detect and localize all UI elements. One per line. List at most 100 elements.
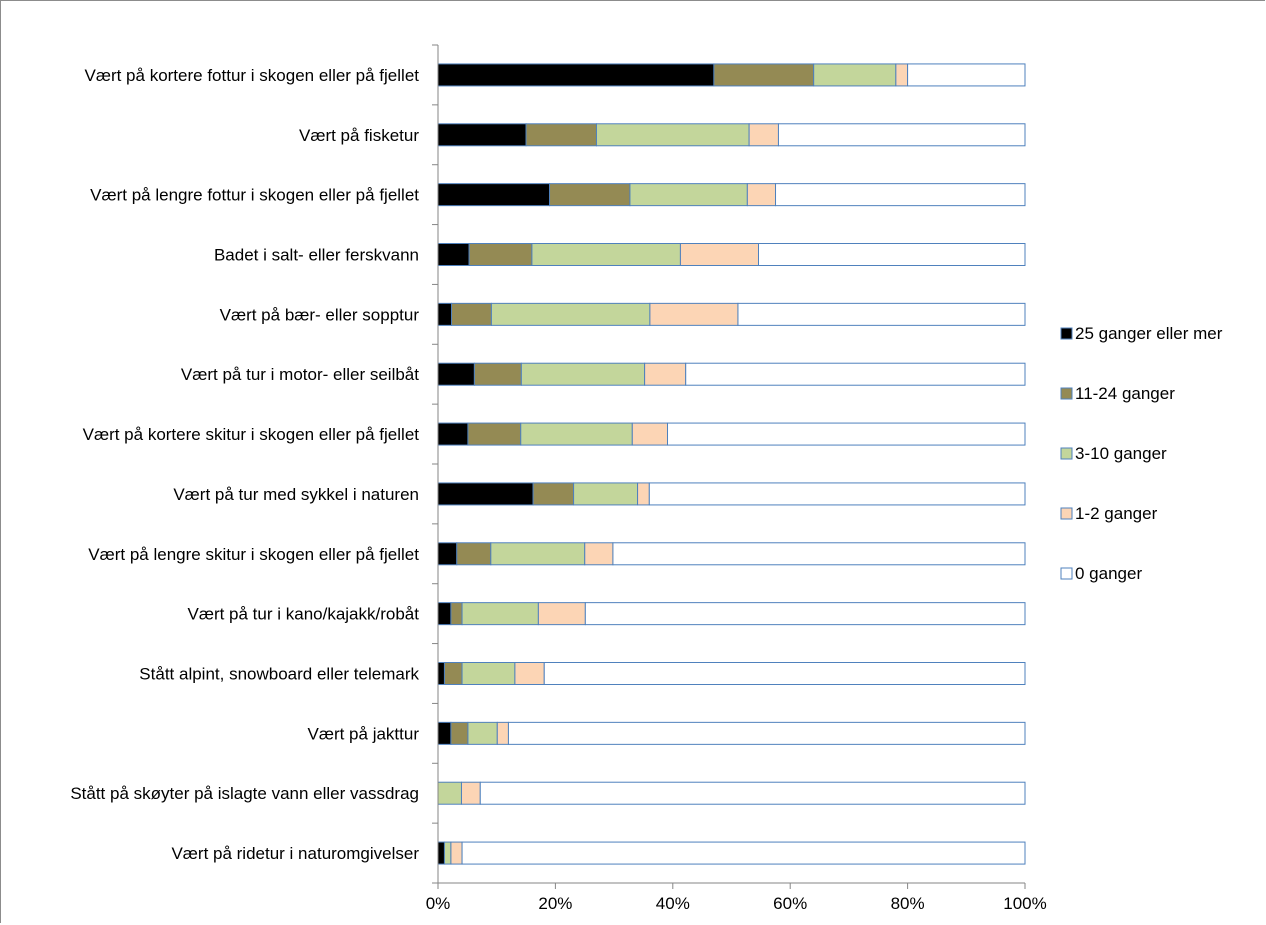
bar-segment [437, 781, 462, 805]
legend-label: 3-10 ganger [1075, 444, 1167, 463]
bar-segment [907, 63, 1026, 87]
bar-segment [496, 721, 509, 745]
bar-segment [468, 243, 533, 266]
category-label: Vært på lengre fottur i skogen eller på … [90, 186, 419, 205]
bar-segment [467, 422, 522, 446]
legend-label: 0 ganger [1075, 564, 1142, 583]
category-label: Vært på kortere skitur i skogen eller på… [83, 425, 420, 444]
bar-segment [473, 362, 522, 386]
bar-segment [461, 602, 539, 626]
bar-segment [437, 482, 534, 506]
bars-layer [437, 63, 1026, 865]
category-label: Stått alpint, snowboard eller telemark [139, 665, 419, 684]
bar-segment [437, 721, 452, 745]
bar-segment [667, 422, 1026, 446]
category-label: Vært på kortere fottur i skogen eller på… [85, 66, 420, 85]
legend-swatch [1060, 567, 1073, 580]
legend-item: 1-2 ganger [1060, 504, 1158, 523]
bar-segment [520, 422, 633, 446]
category-labels: Vært på kortere fottur i skogen eller på… [70, 66, 419, 863]
bar-segment [612, 542, 1026, 566]
bar-segment [443, 662, 463, 685]
bar-segment [532, 482, 575, 506]
bar-segment [584, 602, 1026, 626]
bar-segment [644, 362, 687, 386]
legend-swatch [1060, 447, 1073, 460]
legend-item: 0 ganger [1060, 564, 1142, 583]
bar-segment [514, 662, 545, 685]
legend-item: 25 ganger eller mer [1060, 324, 1223, 343]
category-label: Badet i salt- eller ferskvann [214, 246, 419, 265]
bar-segment [456, 542, 492, 566]
legend-label: 25 ganger eller mer [1075, 324, 1223, 343]
category-label: Vært på ridetur i naturomgivelser [171, 844, 419, 863]
bar-segment [649, 302, 739, 326]
bar-segment [461, 841, 1026, 865]
legend-swatch [1060, 387, 1073, 400]
bar-segment [437, 63, 715, 87]
bar-segment [758, 243, 1026, 266]
category-label: Vært på tur i motor- eller seilbåt [181, 365, 419, 384]
x-tick-label: 60% [773, 894, 807, 913]
bar-segment [450, 841, 463, 865]
bar-segment [775, 183, 1026, 207]
legend-swatch [1060, 507, 1073, 520]
bar-segment [437, 542, 458, 566]
bar-segment [777, 123, 1026, 147]
bar-segment [479, 781, 1026, 805]
bar-segment [437, 243, 470, 266]
category-label: Vært på lengre skitur i skogen eller på … [88, 545, 419, 564]
bar-segment [467, 721, 498, 745]
bar-segment [679, 243, 760, 266]
bar-segment [631, 422, 669, 446]
legend-label: 11-24 ganger [1075, 384, 1175, 403]
bar-segment [584, 542, 614, 566]
legend-item: 11-24 ganger [1060, 384, 1175, 403]
bar-segment [437, 302, 453, 326]
bar-segment [507, 721, 1026, 745]
bar-segment [525, 123, 597, 147]
bar-segment [450, 602, 463, 626]
bar-segment [450, 721, 469, 745]
bar-segment [437, 662, 445, 685]
bar-segment [443, 841, 452, 865]
bar-segment [451, 302, 492, 326]
bar-segment [437, 602, 452, 626]
bar-segment [490, 542, 586, 566]
bar-segment [437, 123, 527, 147]
bar-segment [437, 841, 445, 865]
bar-segment [437, 422, 469, 446]
bar-segment [648, 482, 1026, 506]
x-tick-label: 80% [891, 894, 925, 913]
bar-segment [490, 302, 651, 326]
bar-segment [437, 362, 475, 386]
category-label: Stått på skøyter på islagte vann eller v… [70, 784, 419, 803]
bar-segment [637, 482, 650, 506]
bar-segment [520, 362, 646, 386]
bar-segment [629, 183, 748, 207]
bar-segment [595, 123, 750, 147]
category-label: Vært på bær- eller sopptur [220, 305, 420, 324]
bar-segment [685, 362, 1026, 386]
x-tick-label: 40% [656, 894, 690, 913]
bar-segment [737, 302, 1026, 326]
bar-segment [537, 602, 586, 626]
bar-segment [713, 63, 815, 87]
category-label: Vært på tur i kano/kajakk/robåt [187, 605, 419, 624]
legend: 25 ganger eller mer 11-24 ganger 3-10 gang… [1060, 324, 1223, 583]
category-label: Vært på fisketur [299, 126, 419, 145]
bar-segment [895, 63, 909, 87]
bar-segment [549, 183, 631, 207]
bar-segment [461, 662, 516, 685]
x-tick-labels: 0% 20% 40% 60% 80% 100% [426, 894, 1047, 913]
bar-segment [460, 781, 481, 805]
legend-label: 1-2 ganger [1075, 504, 1158, 523]
legend-item: 3-10 ganger [1060, 444, 1167, 463]
x-tick-label: 20% [538, 894, 572, 913]
bar-segment [573, 482, 639, 506]
bar-segment [746, 183, 777, 207]
category-label: Vært på tur med sykkel i naturen [173, 485, 419, 504]
legend-swatch [1060, 327, 1073, 340]
